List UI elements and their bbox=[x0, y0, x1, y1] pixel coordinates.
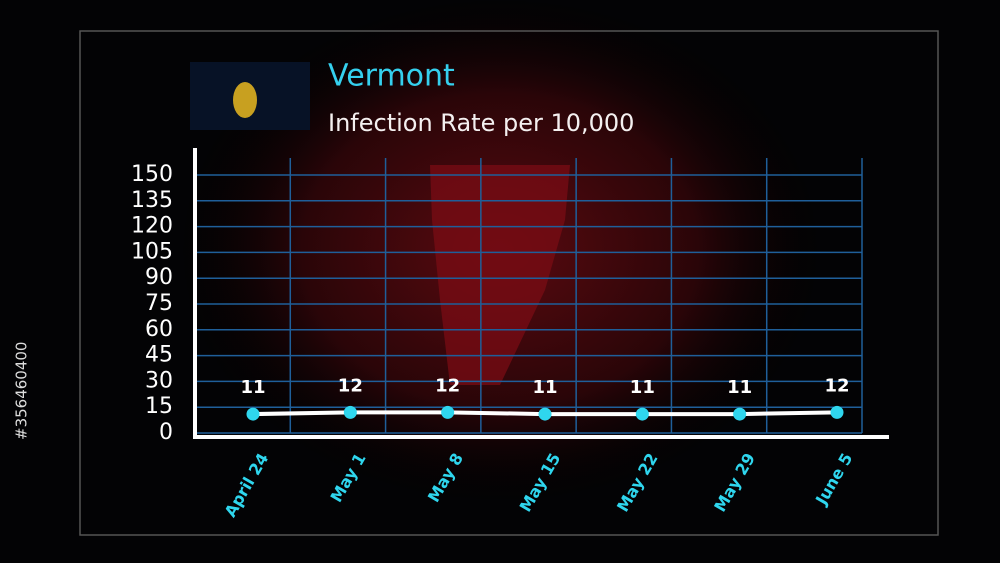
plot: 11 12 12 11 11 11 12 bbox=[240, 375, 850, 421]
data-label: 11 bbox=[532, 377, 557, 398]
point bbox=[733, 407, 747, 421]
flag-seal bbox=[233, 82, 257, 118]
y-tick-label: 30 bbox=[145, 368, 173, 393]
chart-subtitle: Infection Rate per 10,000 bbox=[328, 109, 634, 137]
y-tick-label: 15 bbox=[145, 394, 173, 419]
data-label: 12 bbox=[824, 375, 849, 396]
y-tick-label: 45 bbox=[145, 343, 173, 368]
y-tick-label: 105 bbox=[131, 239, 173, 264]
y-tick-label: 0 bbox=[159, 420, 173, 445]
side-text: #356460400 bbox=[13, 342, 31, 440]
chart-title: Vermont bbox=[328, 59, 455, 94]
point bbox=[830, 405, 844, 419]
point bbox=[538, 407, 552, 421]
y-tick-label: 75 bbox=[145, 291, 173, 316]
data-label: 11 bbox=[630, 377, 655, 398]
point bbox=[441, 405, 455, 419]
data-label: 12 bbox=[338, 375, 363, 396]
point bbox=[246, 407, 260, 421]
y-tick-label: 120 bbox=[131, 214, 173, 239]
frame bbox=[79, 30, 939, 536]
data-label: 11 bbox=[727, 377, 752, 398]
data-label: 11 bbox=[240, 377, 265, 398]
point bbox=[635, 407, 649, 421]
point bbox=[343, 405, 357, 419]
y-tick-label: 90 bbox=[145, 265, 173, 290]
y-tick-label: 150 bbox=[131, 162, 173, 187]
data-label: 12 bbox=[435, 375, 460, 396]
y-tick-label: 60 bbox=[145, 317, 173, 342]
y-tick-label: 135 bbox=[131, 188, 173, 213]
